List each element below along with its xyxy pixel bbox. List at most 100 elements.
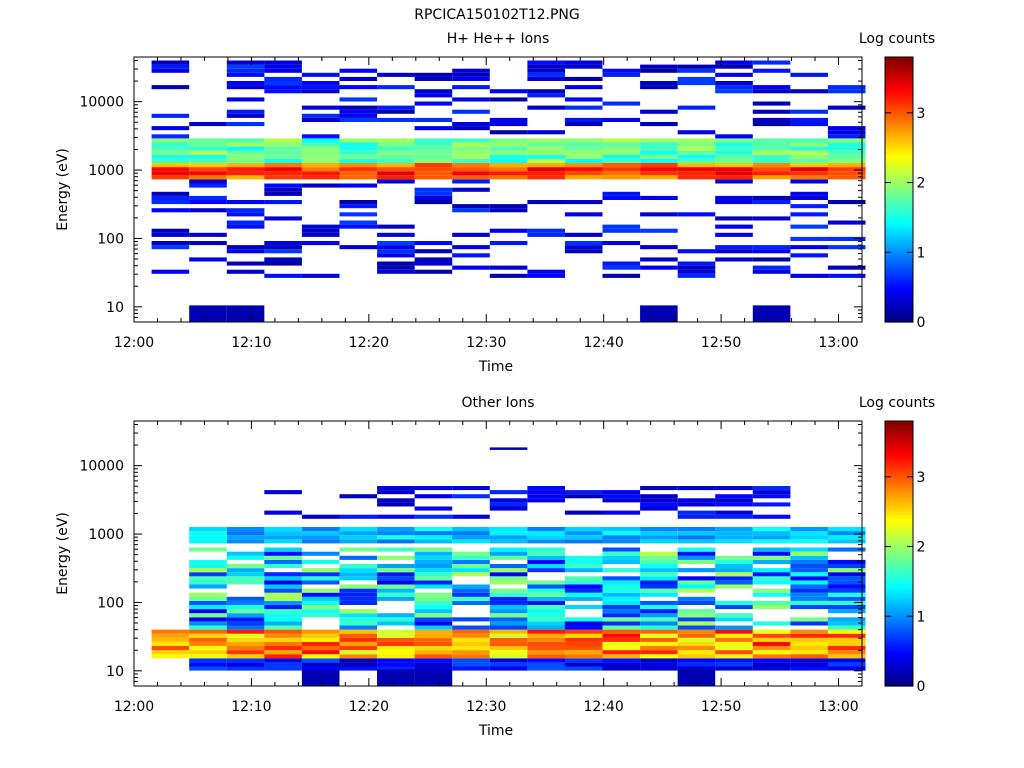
heatmap-cell	[564, 142, 603, 147]
heatmap-cell	[677, 658, 716, 663]
heatmap-cell	[827, 596, 866, 601]
heatmap-cell	[414, 547, 453, 552]
heatmap-cell	[564, 105, 603, 110]
heatmap-cell	[226, 666, 265, 671]
heatmap-cell	[602, 175, 641, 180]
heatmap-cell	[489, 150, 528, 155]
heatmap-cell	[151, 633, 190, 638]
heatmap-cell	[640, 580, 678, 585]
heatmap-cell	[377, 576, 415, 581]
heatmap-cell	[564, 158, 603, 163]
colorbar-segment	[885, 151, 913, 155]
heatmap-cell	[752, 109, 791, 114]
heatmap-cell	[564, 646, 603, 651]
heatmap-cell	[414, 646, 453, 651]
colorbar-segment	[885, 595, 913, 599]
colorbar-segment	[885, 429, 913, 433]
heatmap-cell	[151, 228, 190, 233]
colorbar-segment	[885, 182, 913, 186]
heatmap-cell	[790, 646, 828, 651]
heatmap-cell	[339, 658, 378, 663]
heatmap-cell	[640, 81, 678, 86]
heatmap-cell	[452, 535, 490, 540]
heatmap-cell	[339, 204, 378, 209]
heatmap-cell	[452, 163, 490, 168]
panels-group: 12:00 12:10 12:20 12:30 12:40 12:50 13:0010100…	[55, 31, 935, 739]
heatmap-cell	[452, 122, 490, 127]
colorbar-segment	[885, 224, 913, 228]
heatmap-cell	[752, 89, 791, 94]
heatmap-cell	[377, 621, 415, 626]
colorbar-segment	[885, 593, 913, 597]
heatmap-cell	[151, 200, 190, 205]
heatmap-cell	[452, 666, 490, 671]
heatmap-cell	[715, 580, 753, 585]
heatmap-cell	[151, 650, 190, 655]
heatmap-cell	[752, 576, 791, 581]
heatmap-cell	[564, 650, 603, 655]
colorbar-segment	[885, 608, 913, 612]
heatmap-cell	[640, 175, 678, 180]
heatmap-cell	[264, 547, 302, 552]
heatmap-cell	[677, 498, 716, 503]
heatmap-cell	[564, 232, 603, 237]
colorbar-segment	[885, 90, 913, 93]
heatmap-cell	[226, 200, 265, 205]
heatmap-cell	[715, 89, 753, 94]
heatmap-cell	[715, 150, 753, 155]
heatmap-cell	[602, 241, 641, 246]
heatmap-cell	[339, 547, 378, 552]
heatmap-cell	[564, 559, 603, 564]
heatmap-cell	[489, 625, 528, 630]
heatmap-cell	[827, 580, 866, 585]
heatmap-cell	[226, 154, 265, 159]
heatmap-cell	[564, 654, 603, 659]
heatmap-cell	[790, 650, 828, 655]
y-tick-label: 10000	[79, 95, 124, 111]
heatmap-cell	[264, 200, 302, 205]
heatmap-cell	[189, 200, 227, 205]
heatmap-cell	[377, 535, 415, 540]
heatmap-cell	[452, 109, 490, 114]
heatmap-cell	[677, 613, 716, 618]
heatmap-cell	[226, 175, 265, 180]
colorbar-segment	[885, 493, 913, 497]
heatmap-cell	[301, 559, 340, 564]
heatmap-cell	[527, 527, 565, 532]
colorbar-segment	[885, 482, 913, 486]
heatmap-cell	[301, 163, 340, 168]
heatmap-cell	[752, 551, 791, 556]
heatmap-cell	[189, 539, 227, 544]
colorbar-segment	[885, 315, 913, 319]
heatmap-cell	[226, 596, 265, 601]
heatmap-cell	[377, 261, 415, 266]
heatmap-cell	[790, 72, 828, 77]
heatmap-cell	[564, 535, 603, 540]
heatmap-cell	[527, 539, 565, 544]
heatmap-cell	[677, 584, 716, 589]
heatmap-cell	[527, 555, 565, 560]
heatmap-cell	[151, 171, 190, 176]
heatmap-cell	[489, 576, 528, 581]
heatmap-cell	[564, 212, 603, 217]
heatmap-cell	[602, 559, 641, 564]
heatmap-cell	[715, 633, 753, 638]
heatmap-cell	[489, 605, 528, 610]
heatmap-cell	[377, 527, 415, 532]
heatmap-cell	[489, 97, 528, 102]
heatmap-cell	[677, 212, 716, 217]
heatmap-cell	[489, 130, 528, 135]
heatmap-cell	[264, 662, 302, 667]
heatmap-cell	[677, 68, 716, 73]
colorbar-segment	[885, 480, 913, 484]
heatmap-cell	[189, 171, 227, 176]
heatmap-cell	[264, 510, 302, 515]
heatmap-cell	[640, 650, 678, 655]
heatmap-cell	[264, 658, 302, 663]
heatmap-cell	[151, 134, 190, 139]
heatmap-cell	[602, 605, 641, 610]
heatmap-cell	[677, 502, 716, 507]
heatmap-cell	[677, 641, 716, 646]
heatmap-cell	[264, 154, 302, 159]
colorbar-segment	[885, 427, 913, 431]
